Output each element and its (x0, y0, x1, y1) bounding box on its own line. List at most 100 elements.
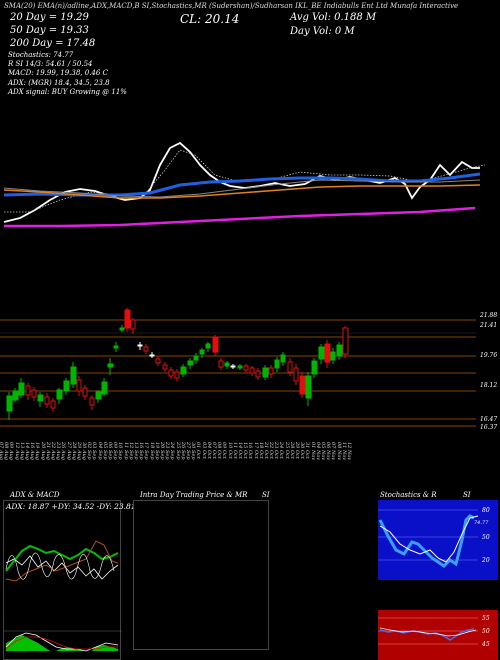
rsi-level-50: 50 (482, 628, 490, 635)
stoch-level-20: 20 (481, 557, 490, 564)
rsi-level-55: 55 (482, 615, 490, 622)
macd-signal-line (5, 636, 118, 650)
candle (287, 358, 293, 376)
adx-values-readout: ADX: 18.87 +DY: 34.52 -DY: 23.81 (6, 502, 136, 511)
candle (168, 367, 174, 379)
header-line: SMA(20) EMA(n)/adline,ADX,MACD,B SI,Stoc… (4, 2, 459, 10)
candle (293, 364, 299, 385)
candle (318, 344, 325, 364)
adx-oscillator (5, 552, 115, 580)
close-price-label: CL: 20.14 (180, 12, 240, 26)
candle (124, 308, 131, 332)
candle (330, 348, 336, 364)
candle (162, 362, 168, 372)
candle (50, 398, 56, 412)
candle (268, 365, 274, 378)
candle (243, 364, 249, 373)
candle (274, 357, 280, 372)
price-tick-2: 21.41 (479, 322, 497, 329)
price-level-lines (0, 319, 476, 427)
orange-ema-line (3, 184, 481, 199)
candle (56, 388, 63, 404)
candle (342, 326, 349, 358)
intraday-panel-si: SI (262, 491, 270, 499)
adx-macd-chart (4, 540, 122, 652)
adx-signal-readout: ADX signal: BUY Growing @ 11% (8, 88, 127, 96)
moving-average-lines (3, 141, 486, 228)
stoch-panel-si: SI (463, 491, 471, 499)
macd-histogram-3 (92, 645, 118, 651)
stochastics-readout: Stochastics: 74.77 (8, 51, 74, 59)
sma50-label: 50 Day = 19.33 (10, 25, 89, 36)
candle (174, 369, 180, 381)
candle (63, 378, 70, 395)
stoch-rsi-panel: 80 50 20 74.77 55 50 45 (378, 500, 498, 660)
candle (70, 362, 77, 388)
price-tick-3: 19.76 (480, 352, 497, 359)
candle (336, 342, 343, 360)
candle (113, 342, 119, 352)
candle (249, 366, 255, 376)
candle (305, 372, 312, 406)
intraday-panel-title: Intra Day Trading Price & MR (140, 491, 248, 499)
price-axis: 21.88 21.41 19.76 18.12 16.47 16.37 (479, 312, 497, 431)
candle (12, 388, 19, 402)
stoch-panel-title: Stochastics & R (380, 491, 437, 499)
minus-di-line (5, 540, 119, 582)
day-volume-label: Day Vol: 0 M (290, 26, 355, 37)
candle (212, 335, 219, 356)
candle (205, 342, 211, 352)
plus-di-line (5, 544, 119, 572)
candlesticks (6, 308, 349, 420)
candle (299, 372, 306, 398)
candle (143, 344, 149, 354)
candle (193, 353, 199, 364)
price-chart: 21.88 21.41 19.76 18.12 16.47 16.37 (0, 141, 497, 431)
candle (311, 358, 318, 378)
sma200-line (4, 206, 476, 228)
candle (95, 390, 102, 403)
candle (199, 348, 205, 358)
rsi-signal-line (379, 627, 477, 637)
candle (237, 364, 243, 370)
avg-volume-label: Avg Vol: 0.188 M (290, 12, 377, 23)
candle (101, 378, 108, 396)
candle (155, 356, 161, 366)
stoch-value-tag: 74.77 (474, 520, 489, 526)
price-tick-6: 16.37 (480, 424, 497, 431)
candle (119, 325, 125, 332)
sma200-label: 200 Day = 17.48 (10, 38, 96, 49)
adx-macd-panel: ADX: 18.87 +DY: 34.52 -DY: 23.81 (3, 500, 136, 660)
candle (187, 358, 194, 369)
candle (130, 318, 136, 334)
adx-line (5, 555, 119, 580)
macd-histogram (6, 635, 50, 651)
grey-ma-line (3, 179, 481, 198)
candle (218, 358, 224, 370)
date-tick-label: 12 Nov (346, 442, 352, 461)
candle (224, 361, 230, 369)
candle (255, 368, 261, 380)
sma20-label: 20 Day = 19.29 (10, 12, 89, 23)
candle (76, 376, 82, 396)
candle (6, 392, 13, 420)
candle (82, 385, 88, 400)
stoch-d-line (379, 515, 479, 563)
stoch-level-50: 50 (482, 534, 490, 541)
date-axis: 07 Aug 08 Aug 09 Aug 12 Aug 13 Aug 14 Aug 16 A… (0, 438, 480, 490)
candle (262, 365, 269, 380)
intraday-panel (133, 500, 269, 650)
candle (149, 352, 155, 358)
stoch-rsi-chart: 80 50 20 74.77 55 50 45 (378, 500, 498, 660)
candle (324, 340, 331, 368)
candle (107, 358, 114, 375)
price-tick-4: 18.12 (480, 382, 497, 389)
candle (18, 378, 25, 398)
adx-macd-panel-title: ADX & MACD (10, 491, 60, 499)
candle (280, 352, 286, 366)
candle (230, 364, 236, 369)
rsi-readout: R SI 14/3: 54.61 / 50.54 (8, 60, 93, 68)
adx-readout: ADX: (MGR) 18.4, 34.5, 23.8 (8, 79, 110, 87)
stoch-level-80: 80 (482, 507, 490, 514)
price-tick-5: 16.47 (480, 416, 497, 423)
